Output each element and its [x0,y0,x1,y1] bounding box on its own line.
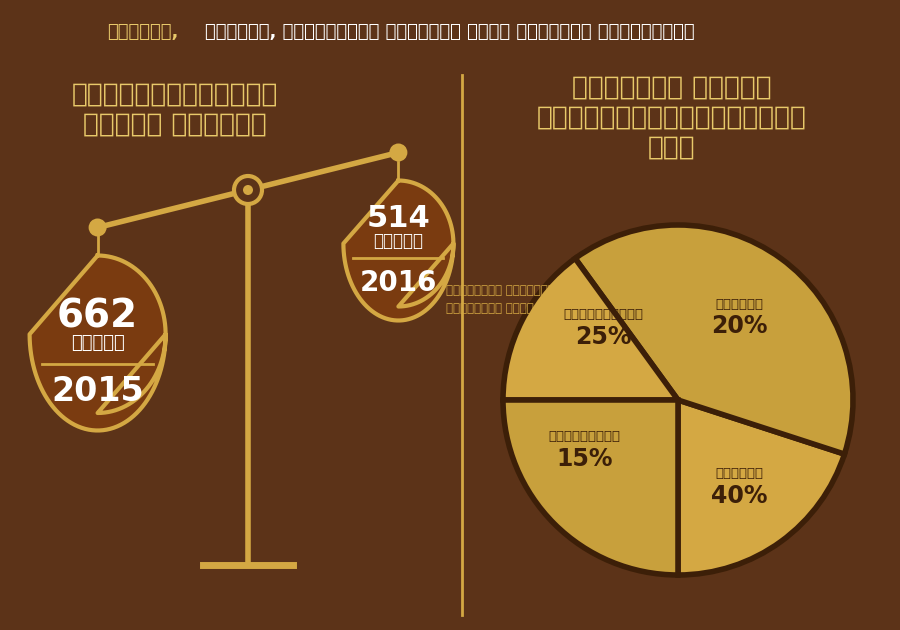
Text: 20%: 20% [712,314,768,338]
Text: ഇന്ത്യ, ലോകത്തിലെ ഏറ്റവും വലിയ രാമത്തെ ആഭരണവിപണി: ഇന്ത്യ, ലോകത്തിലെ ഏറ്റവും വലിയ രാമത്തെ ആ… [205,23,695,41]
Text: നണന്ട്ടമ ആഘണടജള്ക്കൾ
നആത്തചടൽ ഫലജന: നണന്ട്ടമ ആഘണടജള്ക്കൾ നആത്തചടൽ ഫലജന [446,284,583,315]
Text: ടണ്ണ്: ടണ്ണ് [374,232,423,249]
Text: 40%: 40% [712,484,768,508]
Text: 514: 514 [366,203,430,233]
Text: 2015: 2015 [51,375,144,408]
Text: 662: 662 [57,298,139,336]
Polygon shape [344,181,454,321]
Wedge shape [575,225,853,454]
Text: ഓടക്കഡ: ഓടക്കഡ [716,297,764,311]
Circle shape [390,144,408,161]
Polygon shape [30,256,166,430]
Circle shape [234,176,262,204]
Text: 15%: 15% [556,447,613,471]
Wedge shape [503,400,678,575]
Text: അജൻകളുള്ളഎചടള: അജൻകളുള്ളഎചടള [72,82,278,108]
Text: പ്രണഓടകചകണടചസ്ഥണന: പ്രണഓടകചകണടചസ്ഥണന [537,105,807,131]
Wedge shape [678,400,844,575]
Text: ഗദൻണണ ഓള്ളള്: ഗദൻണണ ഓള്ളള് [83,112,267,138]
Text: പടചഞ്ഞിളുഡ: പടചഞ്ഞിളുഡ [563,308,644,321]
Text: ഇന്ത്യ,: ഇന്ത്യ, [107,23,179,41]
Text: 25%: 25% [575,324,632,349]
Circle shape [243,185,253,195]
Text: ടണ്ണ്: ടണ്ണ് [71,334,124,352]
Circle shape [88,219,106,236]
Text: 2016: 2016 [360,269,437,297]
Wedge shape [503,258,678,400]
Text: തചൽ: തചൽ [648,135,696,161]
Text: കചയിറക്കഡ: കചയിറക്കഡ [548,430,620,443]
Text: തറക്കഡ: തറക്കഡ [716,467,764,481]
Text: ഗദൻണഭഏണ ഓചപണച: ഗദൻണഭഏണ ഓചപണച [572,75,772,101]
